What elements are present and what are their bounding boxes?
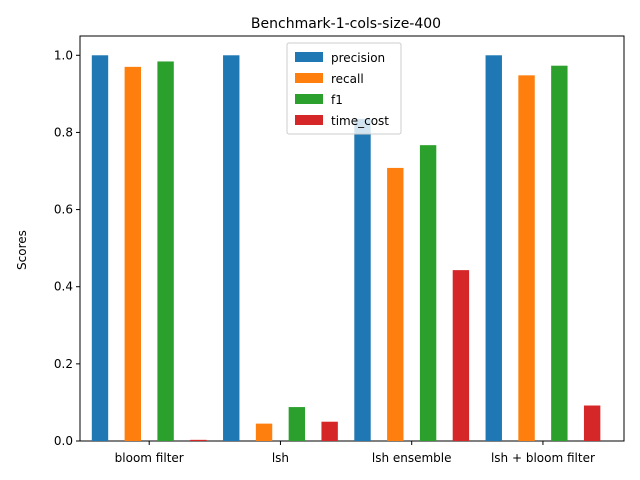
legend-box [286,42,402,135]
legend-label-recall: recall [331,72,364,86]
x-tick-label: lsh + bloom filter [491,451,595,465]
bar-f1-0 [157,61,174,442]
legend-label-time-cost: time_cost [331,114,389,128]
y-tick-label: 0.4 [54,280,73,294]
y-tick-label: 0.8 [54,125,73,139]
legend-swatch-f1 [295,94,323,104]
chart-title: Benchmark-1-cols-size-400 [251,16,441,32]
bar-recall-3 [518,75,535,441]
y-axis-label: Scores [15,230,29,270]
bar-f1-2 [419,145,437,441]
y-tick-label: 0.2 [54,357,73,371]
bars [91,55,601,442]
x-tick-label: lsh ensemble [372,451,452,465]
x-tick-label: bloom filter [115,451,184,465]
legend: precision recall f1 time_cost [286,42,402,135]
y-tick-label: 1.0 [54,48,73,62]
bar-precision-2 [354,118,371,442]
bar-time-cost-1 [321,421,338,441]
bar-time-cost-2 [452,270,470,441]
bar-recall-0 [124,66,141,442]
y-tick-label: 0.0 [54,434,73,448]
legend-swatch-time-cost [295,115,323,125]
bar-time-cost-0 [190,439,207,441]
legend-swatch-precision [295,52,323,62]
legend-label-precision: precision [331,51,385,65]
x-tick-label: lsh [272,451,289,465]
bar-recall-1 [255,423,273,441]
bar-precision-3 [485,55,502,441]
y-axis: 0.0 0.2 0.4 0.6 0.8 1.0 [54,48,80,448]
x-axis: bloom filter lsh lsh ensemble lsh + bloom f… [115,441,595,465]
bar-precision-0 [91,55,109,441]
plot-area: 0.0 0.2 0.4 0.6 0.8 1.0 bloom filter lsh lsh en… [54,35,625,465]
legend-swatch-recall [295,73,323,83]
bar-time-cost-3 [583,405,601,441]
bar-f1-1 [288,407,306,441]
y-tick-label: 0.6 [54,203,73,217]
bar-precision-1 [223,55,240,441]
plot-frame [79,35,625,442]
legend-label-f1: f1 [331,93,343,107]
bar-recall-2 [387,167,404,441]
bar-f1-3 [551,65,568,441]
